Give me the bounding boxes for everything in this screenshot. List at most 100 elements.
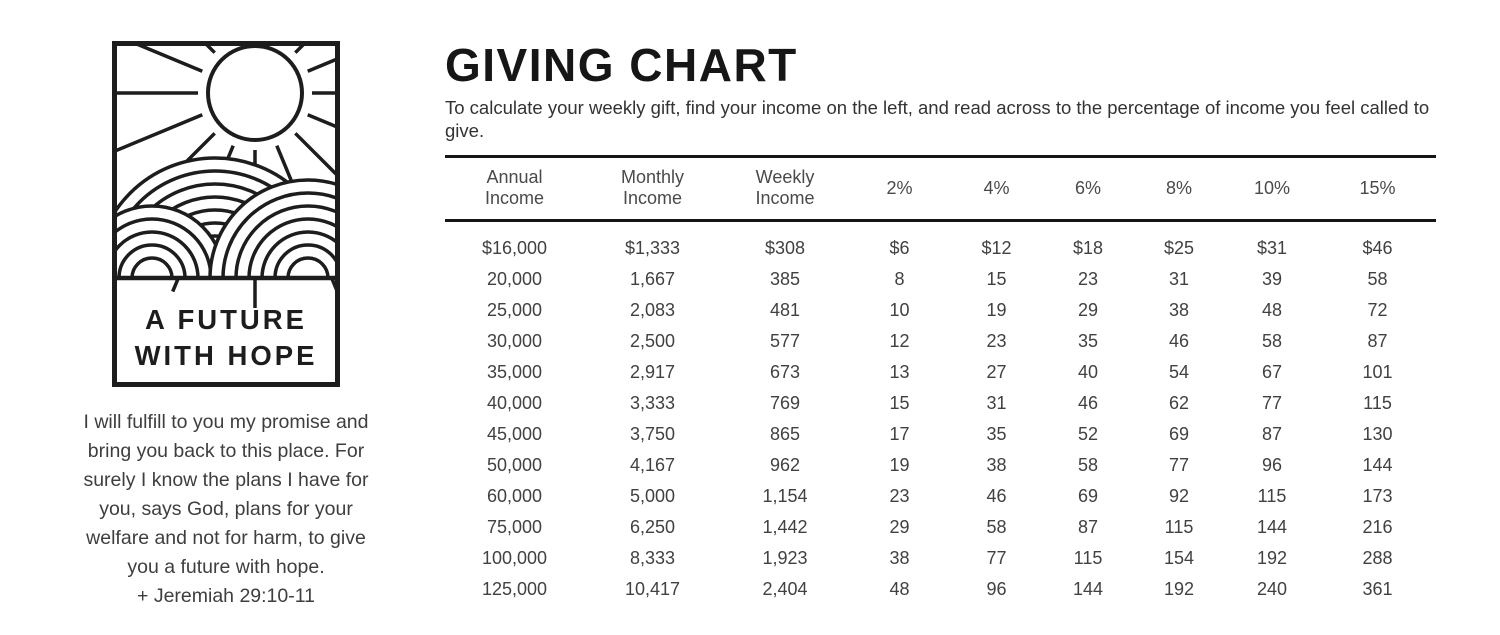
table-cell: $6 — [889, 237, 910, 258]
table-cell: 69 — [1077, 485, 1099, 506]
table-row: 35,000 2,917 673 13 27 40 54 67 101 — [445, 357, 1436, 388]
column-header: Monthly Income — [620, 167, 685, 208]
table-cell: $1,333 — [624, 237, 681, 258]
table-row: 60,000 5,000 1,154 23 46 69 92 115 173 — [445, 481, 1436, 512]
table-cell: 8 — [894, 268, 905, 289]
table-cell: 77 — [986, 547, 1007, 568]
table-cell: 240 — [1256, 578, 1288, 599]
table-cell: 31 — [1168, 268, 1190, 289]
sun-icon — [206, 44, 304, 142]
table-cell: 69 — [1168, 423, 1190, 444]
logo-wordmark-line1: A FUTURE — [145, 304, 307, 335]
table-cell: 12 — [889, 330, 910, 351]
logo-frame — [112, 41, 340, 387]
table-cell: 58 — [986, 516, 1007, 537]
table-cell: 72 — [1367, 299, 1388, 320]
table-cell: 46 — [1077, 392, 1099, 413]
table-cell: 19 — [986, 299, 1007, 320]
table-cell: 58 — [1261, 330, 1283, 351]
table-cell: 115 — [1257, 485, 1287, 506]
logo-artwork: A FUTURE WITH HOPE — [112, 41, 340, 387]
table-cell: 115 — [1073, 547, 1103, 568]
table-cell: 40,000 — [486, 392, 543, 413]
table-cell: 144 — [1256, 516, 1288, 537]
table-cell: 100,000 — [481, 547, 548, 568]
table-cell: 577 — [769, 330, 801, 351]
table-cell: 192 — [1163, 578, 1195, 599]
table-row: 45,000 3,750 865 17 35 52 69 87 130 — [445, 419, 1436, 450]
verse-line: you, says God, plans for your — [99, 498, 353, 520]
table-cell: 25,000 — [486, 299, 543, 320]
table-cell: 19 — [889, 454, 910, 475]
table-cell: 38 — [889, 547, 910, 568]
table-cell: 288 — [1362, 547, 1393, 568]
verse-line: + Jeremiah 29:10-11 — [137, 585, 315, 607]
table-cell: 48 — [889, 578, 910, 599]
verse-line: welfare and not for harm, to give — [86, 527, 366, 549]
table-cell: 46 — [1168, 330, 1190, 351]
column-header: 4% — [983, 177, 1010, 198]
logo-wordmark-line2: WITH HOPE — [135, 340, 318, 371]
verse-line: you a future with hope. — [127, 556, 325, 578]
table-cell: 173 — [1362, 485, 1393, 506]
table-cell: 962 — [769, 454, 801, 475]
table-cell: $18 — [1072, 237, 1104, 258]
table-cell: $46 — [1362, 237, 1393, 258]
table-cell: 38 — [1168, 299, 1190, 320]
table-cell: $16,000 — [481, 237, 548, 258]
table-row: 40,000 3,333 769 15 31 46 62 77 115 — [445, 388, 1436, 419]
table-cell: 144 — [1072, 578, 1104, 599]
table-cell: 673 — [769, 361, 801, 382]
table-cell: $308 — [764, 237, 806, 258]
table-cell: 769 — [769, 392, 801, 413]
table-row: 25,000 2,083 481 10 19 29 38 48 72 — [445, 295, 1436, 326]
table-cell: 15 — [889, 392, 910, 413]
verse-line: bring you back to this place. For — [87, 440, 365, 462]
table-cell: 385 — [769, 268, 801, 289]
table-cell: 154 — [1163, 547, 1195, 568]
table-cell: 144 — [1362, 454, 1393, 475]
table-cell: 101 — [1362, 361, 1393, 382]
table-cell: 38 — [986, 454, 1007, 475]
table-cell: 58 — [1077, 454, 1099, 475]
table-cell: $31 — [1256, 237, 1288, 258]
table-cell: 62 — [1168, 392, 1190, 413]
table-cell: 2,404 — [762, 578, 808, 599]
table-cell: 87 — [1367, 330, 1388, 351]
table-cell: 2,083 — [629, 299, 676, 320]
table-cell: 60,000 — [486, 485, 543, 506]
table-cell: $25 — [1163, 237, 1195, 258]
table-cell: 96 — [1261, 454, 1283, 475]
table-cell: 865 — [769, 423, 801, 444]
table-cell: 35,000 — [486, 361, 543, 382]
table-cell: 216 — [1362, 516, 1393, 537]
table-cell: 1,154 — [762, 485, 808, 506]
table-cell: 1,923 — [762, 547, 808, 568]
church-logo: A FUTURE WITH HOPE — [112, 40, 340, 388]
table-row: $16,000 $1,333 $308 $6 $12 $18 $25 $31 $46 — [445, 233, 1436, 264]
table-cell: 92 — [1168, 485, 1190, 506]
column-header: 6% — [1074, 177, 1101, 198]
table-cell: 29 — [889, 516, 910, 537]
table-row: 30,000 2,500 577 12 23 35 46 58 87 — [445, 326, 1436, 357]
table-cell: 58 — [1367, 268, 1388, 289]
table-cell: 2,917 — [629, 361, 676, 382]
table-cell: 115 — [1363, 392, 1392, 413]
table-cell: 8,333 — [629, 547, 676, 568]
table-cell: $12 — [981, 237, 1012, 258]
right-hill-icon — [208, 178, 337, 279]
page-subtitle: To calculate your weekly gift, find your… — [445, 97, 1430, 141]
table-row: 100,000 8,333 1,923 38 77 115 154 192 288 — [445, 543, 1436, 574]
giving-table: Annual Income Monthly Income Weekly Income 2% 4… — [445, 155, 1436, 605]
table-cell: 2,500 — [629, 330, 676, 351]
table-header-row: Annual Income Monthly Income Weekly Income 2% 4… — [445, 156, 1436, 221]
table-cell: 15 — [986, 268, 1007, 289]
table-cell: 5,000 — [629, 485, 676, 506]
table-cell: 48 — [1261, 299, 1283, 320]
column-header: Weekly Income — [755, 167, 815, 208]
table-cell: 481 — [769, 299, 801, 320]
table-cell: 10 — [889, 299, 910, 320]
table-cell: 87 — [1261, 423, 1283, 444]
table-cell: 3,750 — [629, 423, 676, 444]
